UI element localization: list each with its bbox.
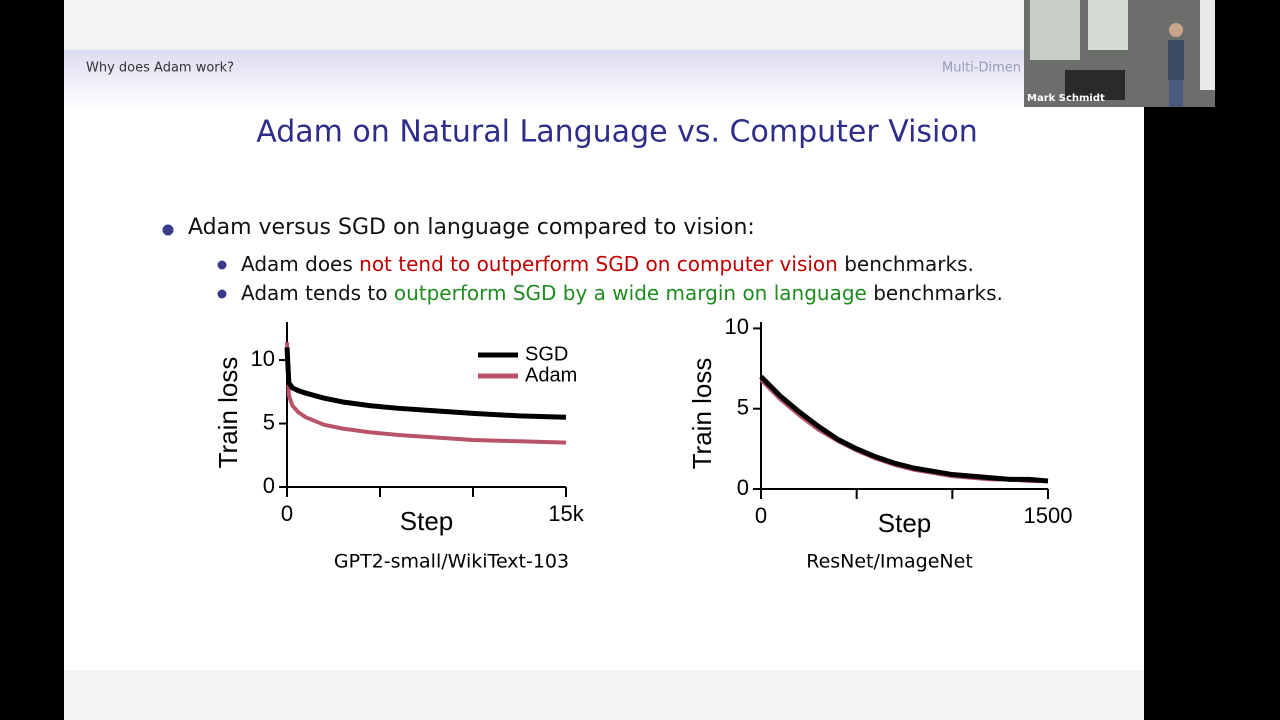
bullet: Adam versus SGD on language compared to … [188,215,755,240]
top-band [64,0,1144,50]
person [1168,40,1184,80]
webcam-label: Mark Schmidt [1027,93,1105,104]
person-legs [1169,80,1183,107]
data-line [284,347,567,420]
bullet-text: benchmarks. [873,281,1003,305]
y-tick-label: 5 [263,409,275,434]
bullet-text: outperform SGD by a wide margin on langu… [393,281,867,305]
x-tick-label: 1500 [1024,503,1073,528]
y-tick-label: 10 [251,346,275,371]
bullet-text: Adam versus SGD on language compared to … [188,215,755,240]
window [1088,0,1128,50]
window [1030,0,1080,60]
bullet-dot [162,224,174,236]
bullet-dot [217,260,227,270]
bullet-text: Adam tends to [241,281,388,305]
bullet-text: benchmarks. [844,252,974,276]
y-tick-label: 0 [737,475,749,500]
slide [64,0,1144,720]
chart-caption: ResNet/ImageNet [806,551,973,573]
header-band [64,50,1144,110]
y-tick-label: 10 [725,314,749,339]
sub-bullet: Adam tends to outperform SGD by a wide m… [241,281,1003,305]
x-tick-label: 0 [281,501,293,526]
person-head [1169,23,1183,37]
legend-label: SGD [525,343,568,365]
sub-bullet: Adam does not tend to outperform SGD on … [241,252,974,276]
x-axis-title: Step [878,508,932,538]
slide-title: Adam on Natural Language vs. Computer Vi… [256,115,978,150]
screen-edge [1200,0,1215,90]
x-tick-label: 15k [548,501,584,526]
y-axis-title: Train loss [687,358,717,470]
bullet-text: not tend to outperform SGD on computer v… [359,252,838,276]
desk [1065,70,1125,100]
x-tick-label: 0 [755,503,767,528]
x-axis-title: Step [400,506,454,536]
bullet-text: Adam does [241,252,353,276]
bullet-dot [217,289,227,299]
header-right: Multi-Dimen [942,61,1021,76]
y-axis-title: Train loss [213,357,243,469]
chart-caption: GPT2-small/WikiText-103 [334,551,569,573]
legend-label: Adam [525,364,577,386]
header-left: Why does Adam work? [86,61,234,76]
webcam: Mark Schmidt [1024,0,1215,107]
y-tick-label: 5 [737,395,749,420]
data-line [285,342,567,445]
data-line [759,374,1049,484]
bottom-band [64,670,1144,720]
y-tick-label: 0 [263,473,275,498]
